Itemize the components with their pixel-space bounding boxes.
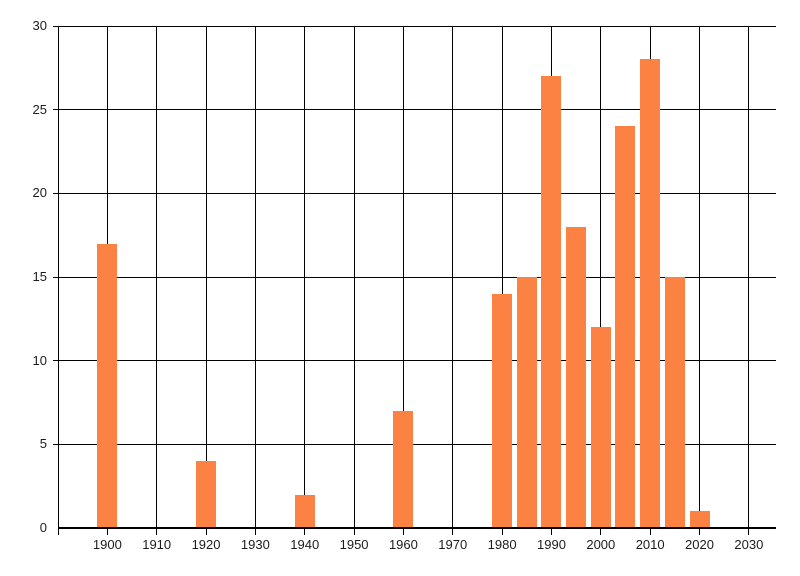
y-axis-tick-label: 10 <box>32 352 47 368</box>
x-gridline <box>353 26 355 535</box>
x-gridline <box>205 26 207 535</box>
x-gridline <box>402 26 404 535</box>
y-axis-tick-label: 25 <box>32 101 47 117</box>
x-axis-tick-label: 1910 <box>142 537 172 552</box>
y-gridline <box>53 443 776 445</box>
bar-2010 <box>640 59 660 528</box>
bar-1900 <box>97 243 117 528</box>
y-axis-tick-label: 0 <box>39 520 47 535</box>
bar-1980 <box>492 293 512 528</box>
x-axis-tick-label: 1980 <box>487 537 517 552</box>
x-gridline <box>156 26 158 535</box>
x-gridline <box>254 26 256 535</box>
y-gridline <box>53 360 776 362</box>
x-axis-tick-label: 1970 <box>438 537 468 552</box>
x-axis-tick-label: 1990 <box>537 537 566 552</box>
x-axis-tick-label: 1930 <box>240 537 270 552</box>
y-gridline <box>53 276 776 278</box>
bar-2020 <box>690 511 710 528</box>
bar-1960 <box>393 410 413 528</box>
bar-1940 <box>295 494 315 528</box>
x-axis-tick-label: 2020 <box>685 537 714 552</box>
x-gridline <box>501 26 503 535</box>
bar-1995 <box>566 226 586 528</box>
x-axis-tick-label: 1900 <box>92 537 122 552</box>
x-axis-tick-label: 2010 <box>635 537 665 552</box>
x-axis-line <box>58 527 776 529</box>
bar-1990 <box>541 76 561 528</box>
x-gridline <box>748 26 750 535</box>
x-axis-tick-label: 1940 <box>290 537 320 552</box>
plot-area: 0 5 10 15 20 25 30 1900 1910 1920 1930 1940 1950 1960… <box>33 18 776 552</box>
y-gridline <box>53 25 776 27</box>
y-axis-tick-label: 20 <box>32 185 47 201</box>
y-gridline <box>53 192 776 194</box>
y-axis-tick-label: 30 <box>32 18 47 33</box>
bar-1985 <box>517 277 537 528</box>
x-axis-tick-label: 1960 <box>388 537 418 552</box>
x-axis-tick-label: 1950 <box>339 537 369 552</box>
x-gridline <box>304 26 306 535</box>
x-gridline <box>600 26 602 535</box>
x-axis-tick-label: 1920 <box>191 537 221 552</box>
x-axis-tick-label: 2000 <box>586 537 616 552</box>
x-gridline <box>699 26 700 535</box>
y-gridline <box>53 109 776 111</box>
y-axis-tick-label: 5 <box>39 436 47 452</box>
bar-2015 <box>665 277 685 528</box>
y-axis-tick-label: 15 <box>32 269 47 284</box>
bar-1920 <box>196 461 216 528</box>
x-gridline <box>452 26 454 535</box>
bar-2005 <box>615 126 635 528</box>
y-axis-line <box>58 26 59 535</box>
bar-2000 <box>591 327 611 528</box>
x-axis-tick-label: 2030 <box>734 537 764 552</box>
